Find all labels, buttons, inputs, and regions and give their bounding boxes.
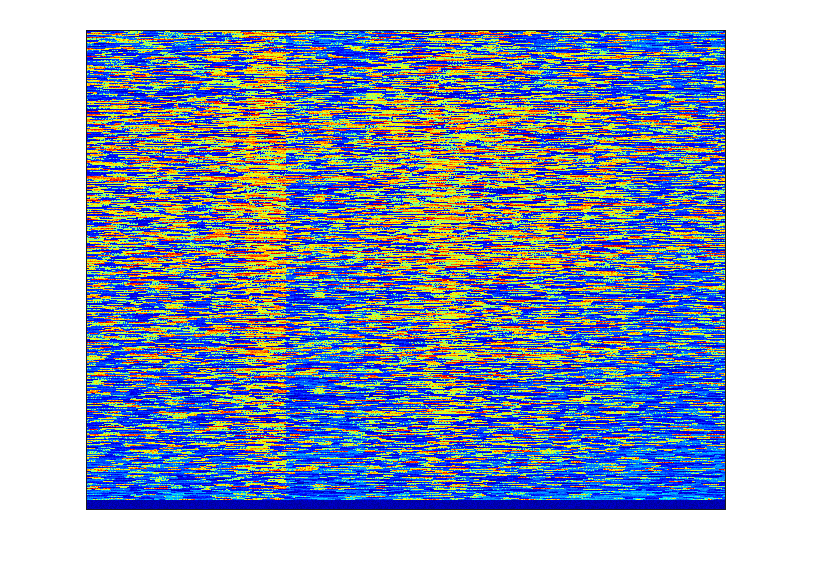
heatmap-image: [86, 30, 726, 510]
heatmap-axes: [86, 30, 726, 510]
